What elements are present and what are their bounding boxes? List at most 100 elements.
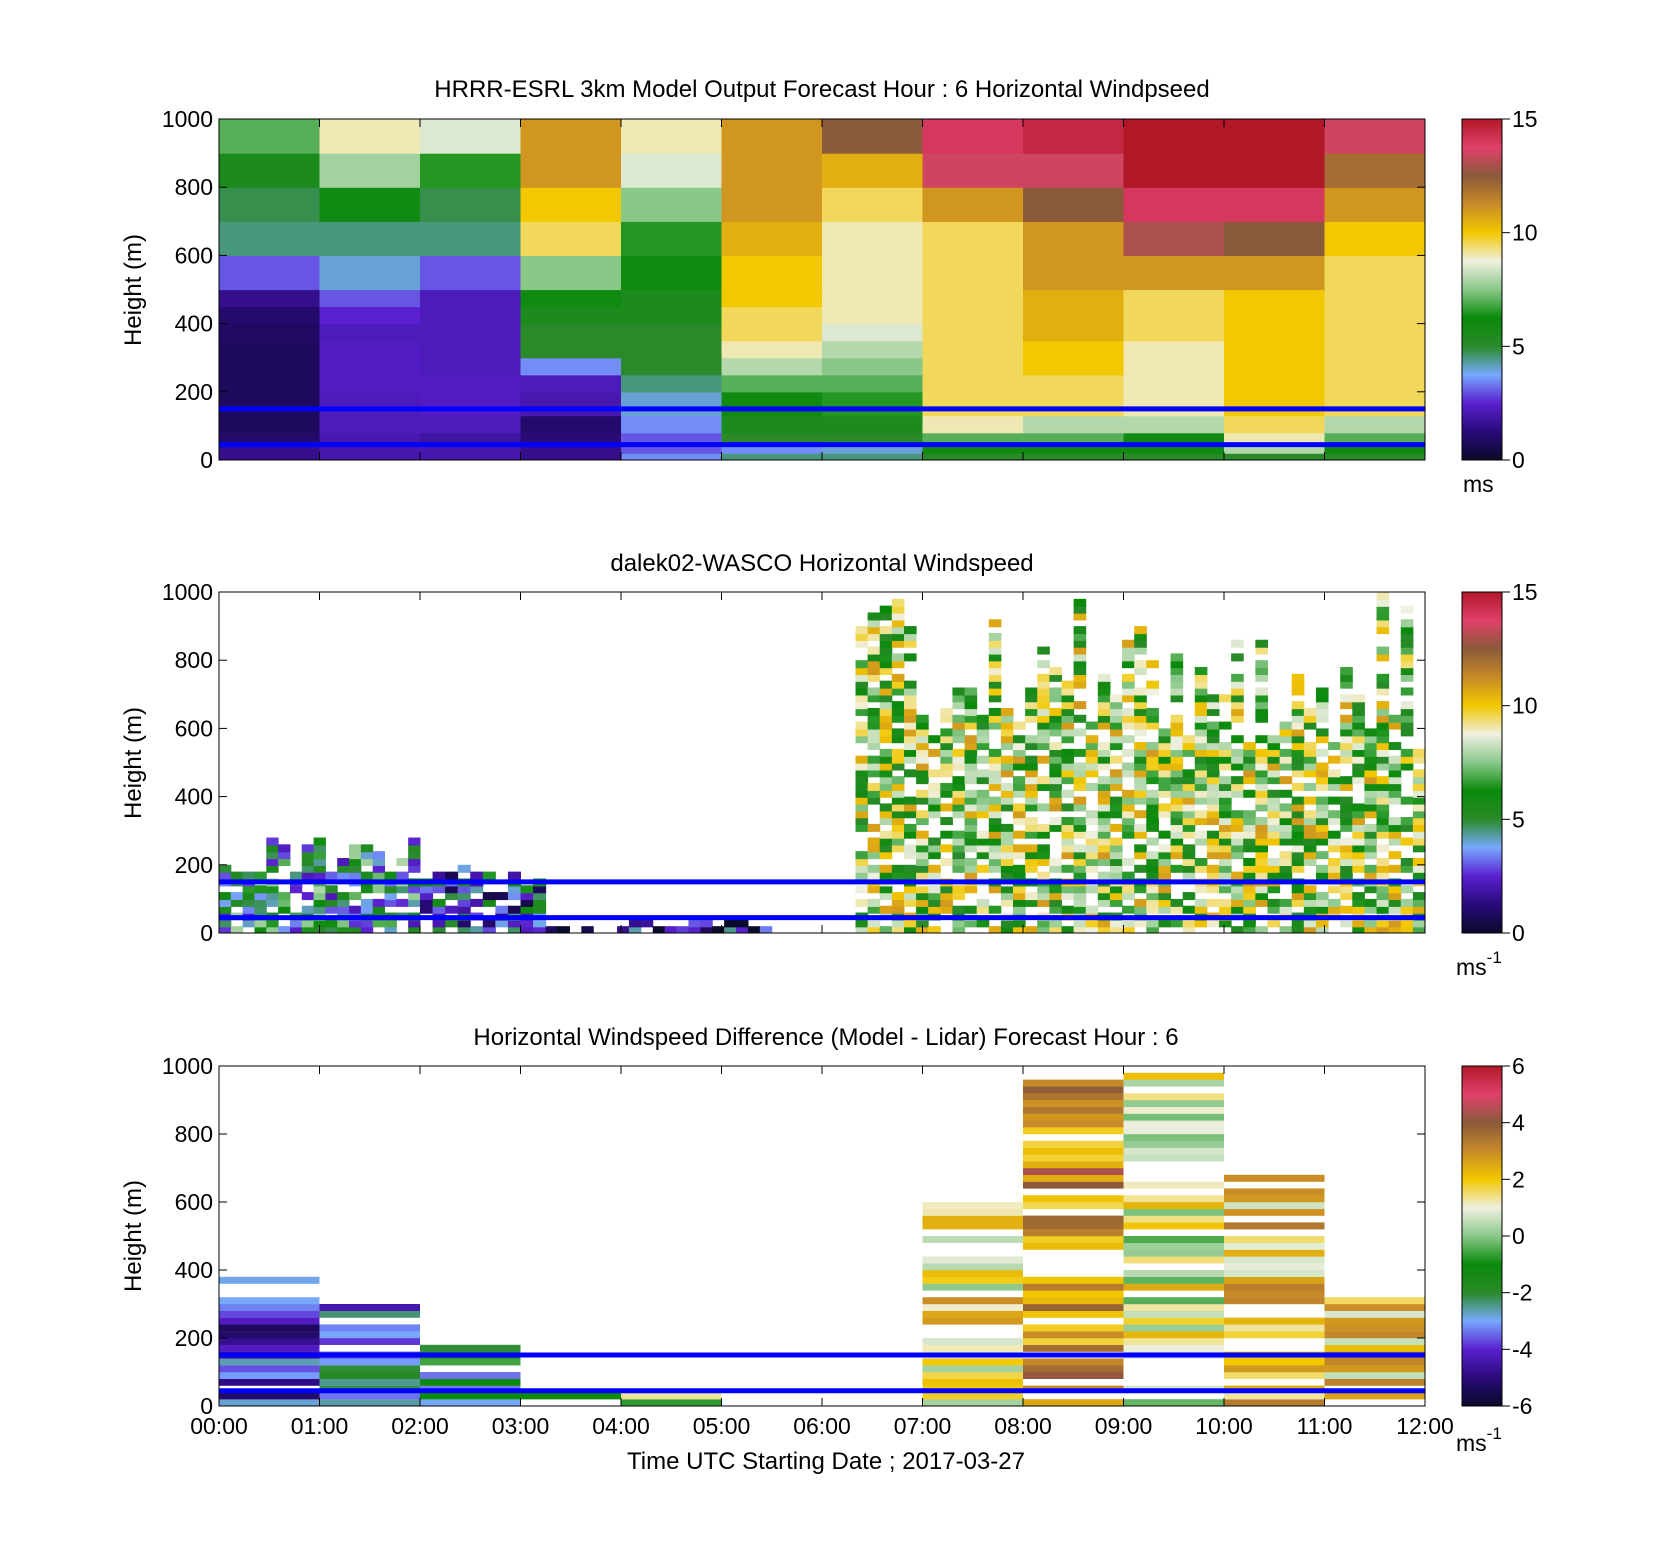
heatmap-cell xyxy=(988,714,1002,723)
heatmap-cell xyxy=(976,844,990,853)
heatmap-cell xyxy=(1023,1147,1124,1155)
heatmap-cell xyxy=(1303,817,1317,826)
heatmap-cell xyxy=(952,728,966,737)
heatmap-cell xyxy=(581,926,594,933)
heatmap-cell xyxy=(988,885,1002,894)
heatmap-cell xyxy=(1037,721,1050,730)
heatmap-cell xyxy=(1097,851,1111,860)
heatmap-cell xyxy=(988,687,1002,696)
heatmap-cell xyxy=(1073,776,1087,785)
heatmap-cell xyxy=(1073,728,1087,737)
heatmap-cell xyxy=(1303,919,1317,928)
heatmap-cell xyxy=(289,926,303,933)
heatmap-cell xyxy=(1243,919,1256,928)
heatmap-cell xyxy=(1315,687,1329,696)
heatmap-cell xyxy=(1364,905,1378,914)
heatmap-cell xyxy=(1023,153,1125,188)
heatmap-cell xyxy=(940,830,953,839)
heatmap-cell xyxy=(891,660,905,669)
heatmap-cell xyxy=(621,187,723,222)
y-tick-label: 600 xyxy=(175,715,213,741)
heatmap-cell xyxy=(822,340,924,359)
heatmap-cell xyxy=(891,926,905,933)
heatmap-cell xyxy=(219,289,321,308)
heatmap-cell xyxy=(952,844,966,853)
heatmap-cell xyxy=(1267,905,1281,914)
heatmap-cell xyxy=(1255,639,1268,648)
heatmap-cell xyxy=(1049,796,1062,805)
heatmap-cell xyxy=(1376,653,1390,662)
heatmap-cell xyxy=(1122,673,1135,682)
y-tick-label: 600 xyxy=(175,242,213,268)
heatmap-cell xyxy=(1376,646,1390,655)
heatmap-cell xyxy=(445,905,459,914)
heatmap-cell xyxy=(219,1331,320,1339)
heatmap-cell xyxy=(384,892,397,901)
heatmap-cell xyxy=(520,306,622,325)
heatmap-cell xyxy=(360,851,374,860)
heatmap-cell xyxy=(278,898,291,907)
heatmap-cell xyxy=(988,667,1002,676)
heatmap-cell xyxy=(1291,803,1305,812)
heatmap-cell xyxy=(1376,748,1390,757)
heatmap-cell xyxy=(922,323,1024,342)
heatmap-cell xyxy=(855,796,869,805)
heatmap-cell xyxy=(928,803,941,812)
heatmap-cell xyxy=(266,885,279,894)
heatmap-cell xyxy=(1352,742,1365,751)
heatmap-cell xyxy=(1146,714,1159,723)
y-tick-label: 800 xyxy=(175,1121,213,1147)
heatmap-cell xyxy=(1000,742,1014,751)
heatmap-cell xyxy=(855,762,869,771)
heatmap-cell xyxy=(1023,1344,1124,1352)
heatmap-cell xyxy=(1182,789,1196,798)
heatmap-cell xyxy=(337,905,350,914)
heatmap-cell xyxy=(976,803,990,812)
heatmap-cell xyxy=(1000,782,1014,791)
heatmap-cell xyxy=(1255,748,1268,757)
heatmap-cell xyxy=(976,735,990,744)
heatmap-cell xyxy=(1061,905,1075,914)
heatmap-cell xyxy=(855,919,869,928)
heatmap-cell xyxy=(1194,721,1208,730)
heatmap-cell xyxy=(1182,926,1196,933)
heatmap-cells xyxy=(219,592,1425,933)
heatmap-cell xyxy=(1025,755,1038,764)
heatmap-cell xyxy=(867,646,881,655)
heatmap-cell xyxy=(1170,837,1184,846)
heatmap-cell xyxy=(855,735,869,744)
heatmap-cell xyxy=(1170,823,1184,832)
heatmap-cell xyxy=(420,323,522,342)
heatmap-cell xyxy=(1279,810,1293,819)
heatmap-cell xyxy=(1291,885,1305,894)
heatmap-cell xyxy=(1109,885,1123,894)
heatmap-cell xyxy=(891,714,905,723)
heatmap-cell xyxy=(822,306,924,325)
heatmap-cell xyxy=(891,612,905,621)
heatmap-cell xyxy=(1267,919,1281,928)
heatmap-cell xyxy=(1267,837,1281,846)
heatmap-cell xyxy=(1352,748,1365,757)
heatmap-cell xyxy=(1109,823,1123,832)
heatmap-cell xyxy=(1412,755,1425,764)
heatmap-cell xyxy=(867,837,881,846)
heatmap-cell xyxy=(855,755,869,764)
heatmap-cell xyxy=(1279,823,1293,832)
heatmap-cell xyxy=(891,803,905,812)
heatmap-cell xyxy=(1267,748,1281,757)
heatmap-cell xyxy=(1000,714,1014,723)
heatmap-cell xyxy=(1049,687,1062,696)
y-tick-label: 1000 xyxy=(162,1053,213,1079)
heatmap-cell xyxy=(1206,782,1220,791)
heatmap-cell xyxy=(1315,871,1329,880)
heatmap-cell xyxy=(903,871,917,880)
heatmap-cell xyxy=(1324,1358,1425,1366)
heatmap-cell xyxy=(1061,701,1075,710)
heatmap-cell xyxy=(1224,453,1326,460)
heatmap-cell xyxy=(1243,926,1256,933)
heatmap-cell xyxy=(976,714,990,723)
heatmap-cell xyxy=(325,926,338,933)
heatmap-cell xyxy=(1324,323,1425,342)
heatmap-cell xyxy=(1231,926,1244,933)
heatmap-cell xyxy=(1364,776,1378,785)
